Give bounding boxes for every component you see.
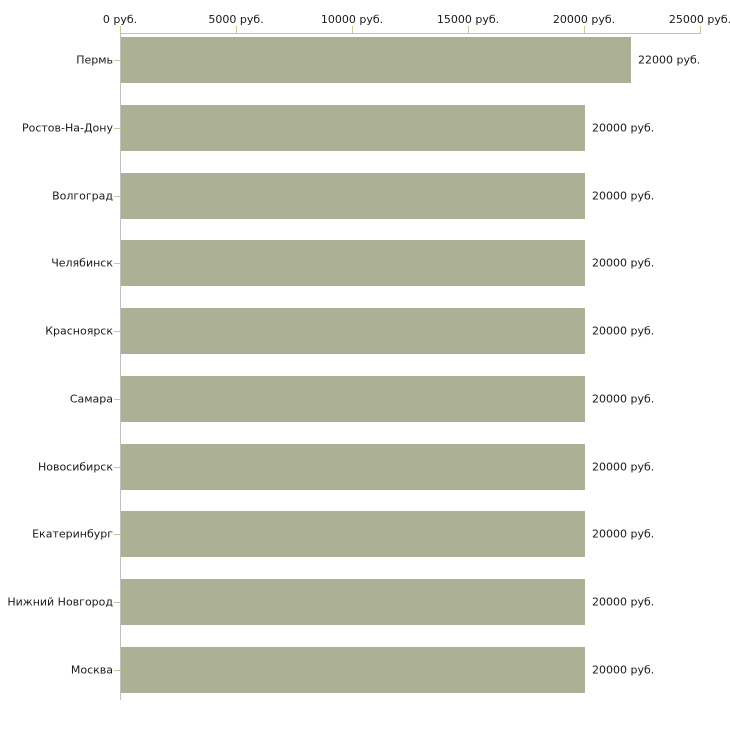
category-tick-icon xyxy=(114,331,120,332)
category-label: Екатеринбург xyxy=(32,527,113,541)
category-label: Ростов-На-Дону xyxy=(21,121,113,135)
x-axis-tick-label: 15000 руб. xyxy=(436,13,500,26)
bar-row: Красноярск 20000 руб. xyxy=(0,308,730,354)
value-label: 20000 руб. xyxy=(592,189,655,203)
bar-row: Волгоград 20000 руб. xyxy=(0,173,730,219)
value-label: 20000 руб. xyxy=(592,392,655,406)
category-label: Москва xyxy=(70,663,113,677)
category-tick-icon xyxy=(114,670,120,671)
category-tick-icon xyxy=(114,602,120,603)
category-tick-icon xyxy=(114,263,120,264)
bar xyxy=(121,376,585,422)
value-label: 20000 руб. xyxy=(592,256,655,270)
bar xyxy=(121,579,585,625)
bar-row: Самара 20000 руб. xyxy=(0,376,730,422)
category-tick-icon xyxy=(114,60,120,61)
bar-row: Ростов-На-Дону 20000 руб. xyxy=(0,105,730,151)
x-axis-tick-icon xyxy=(700,26,701,34)
bar-row: Пермь 22000 руб. xyxy=(0,37,730,83)
category-tick-icon xyxy=(114,534,120,535)
bar-row: Екатеринбург 20000 руб. xyxy=(0,511,730,557)
value-label: 20000 руб. xyxy=(592,595,655,609)
bar-row: Москва 20000 руб. xyxy=(0,647,730,693)
category-label: Нижний Новгород xyxy=(7,595,113,609)
category-tick-icon xyxy=(114,399,120,400)
category-label: Красноярск xyxy=(45,324,113,338)
value-label: 20000 руб. xyxy=(592,663,655,677)
x-axis-tick-icon xyxy=(352,26,353,34)
x-axis-tick-label: 0 руб. xyxy=(102,13,138,26)
x-axis-line xyxy=(120,33,701,34)
bar-row: Челябинск 20000 руб. xyxy=(0,240,730,286)
category-tick-icon xyxy=(114,196,120,197)
bar xyxy=(121,647,585,693)
value-label: 20000 руб. xyxy=(592,121,655,135)
x-axis-tick-label: 5000 руб. xyxy=(208,13,264,26)
category-label: Челябинск xyxy=(51,256,113,270)
category-label: Самара xyxy=(69,392,113,406)
category-label: Пермь xyxy=(76,53,113,67)
x-axis-tick-icon xyxy=(120,26,121,34)
x-axis-tick-label: 25000 руб. xyxy=(668,13,730,26)
value-label: 20000 руб. xyxy=(592,324,655,338)
y-axis-line xyxy=(120,33,121,700)
x-axis-tick-icon xyxy=(236,26,237,34)
category-label: Новосибирск xyxy=(37,460,113,474)
bar xyxy=(121,308,585,354)
value-label: 20000 руб. xyxy=(592,527,655,541)
category-tick-icon xyxy=(114,128,120,129)
category-tick-icon xyxy=(114,467,120,468)
category-label: Волгоград xyxy=(52,189,113,203)
x-axis-tick-label: 20000 руб. xyxy=(552,13,616,26)
bar xyxy=(121,37,631,83)
x-axis-tick-icon xyxy=(584,26,585,34)
value-label: 22000 руб. xyxy=(638,53,701,67)
bar xyxy=(121,105,585,151)
bar xyxy=(121,444,585,490)
bar-row: Новосибирск 20000 руб. xyxy=(0,444,730,490)
bar xyxy=(121,173,585,219)
value-label: 20000 руб. xyxy=(592,460,655,474)
x-axis-tick-label: 10000 руб. xyxy=(320,13,384,26)
bar xyxy=(121,240,585,286)
bar xyxy=(121,511,585,557)
x-axis-tick-icon xyxy=(468,26,469,34)
bar-row: Нижний Новгород 20000 руб. xyxy=(0,579,730,625)
